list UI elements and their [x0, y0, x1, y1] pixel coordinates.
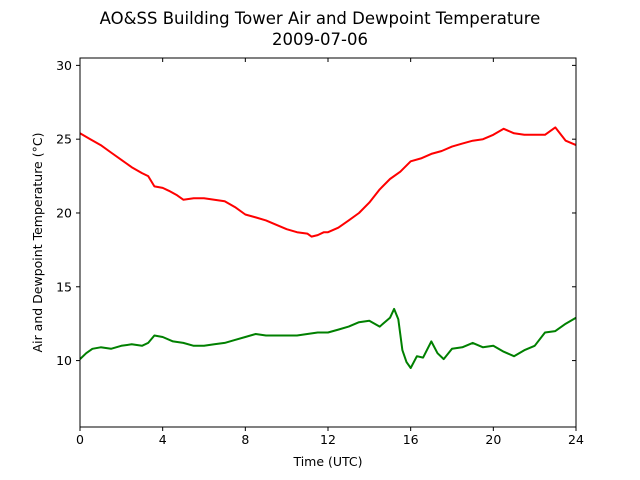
- y-tick-label: 10: [56, 353, 72, 368]
- y-tick-label: 20: [56, 205, 72, 220]
- x-axis-ticks: 0 4 8 12 16 20 24: [76, 58, 584, 447]
- y-tick-label: 25: [56, 132, 72, 147]
- chart-title: AO&SS Building Tower Air and Dewpoint Te…: [100, 9, 541, 28]
- y-axis-ticks: 10 15 20 25 30: [56, 58, 576, 368]
- plot-area: [79, 126, 577, 369]
- chart-subtitle: 2009-07-06: [272, 30, 368, 49]
- y-tick-label: 30: [56, 58, 72, 73]
- x-tick-label: 4: [159, 432, 167, 447]
- y-tick-label: 15: [56, 279, 72, 294]
- x-axis-label: Time (UTC): [292, 454, 362, 469]
- series-line-2: [79, 307, 577, 369]
- x-tick-label: 12: [320, 432, 336, 447]
- x-tick-label: 16: [403, 432, 419, 447]
- series-line-1: [79, 126, 577, 238]
- x-tick-label: 20: [485, 432, 501, 447]
- plot-frame: [79, 57, 577, 428]
- x-tick-label: 8: [241, 432, 249, 447]
- x-tick-label: 24: [568, 432, 584, 447]
- y-axis-label: Air and Dewpoint Temperature (°C): [30, 133, 45, 353]
- x-tick-label: 0: [76, 432, 84, 447]
